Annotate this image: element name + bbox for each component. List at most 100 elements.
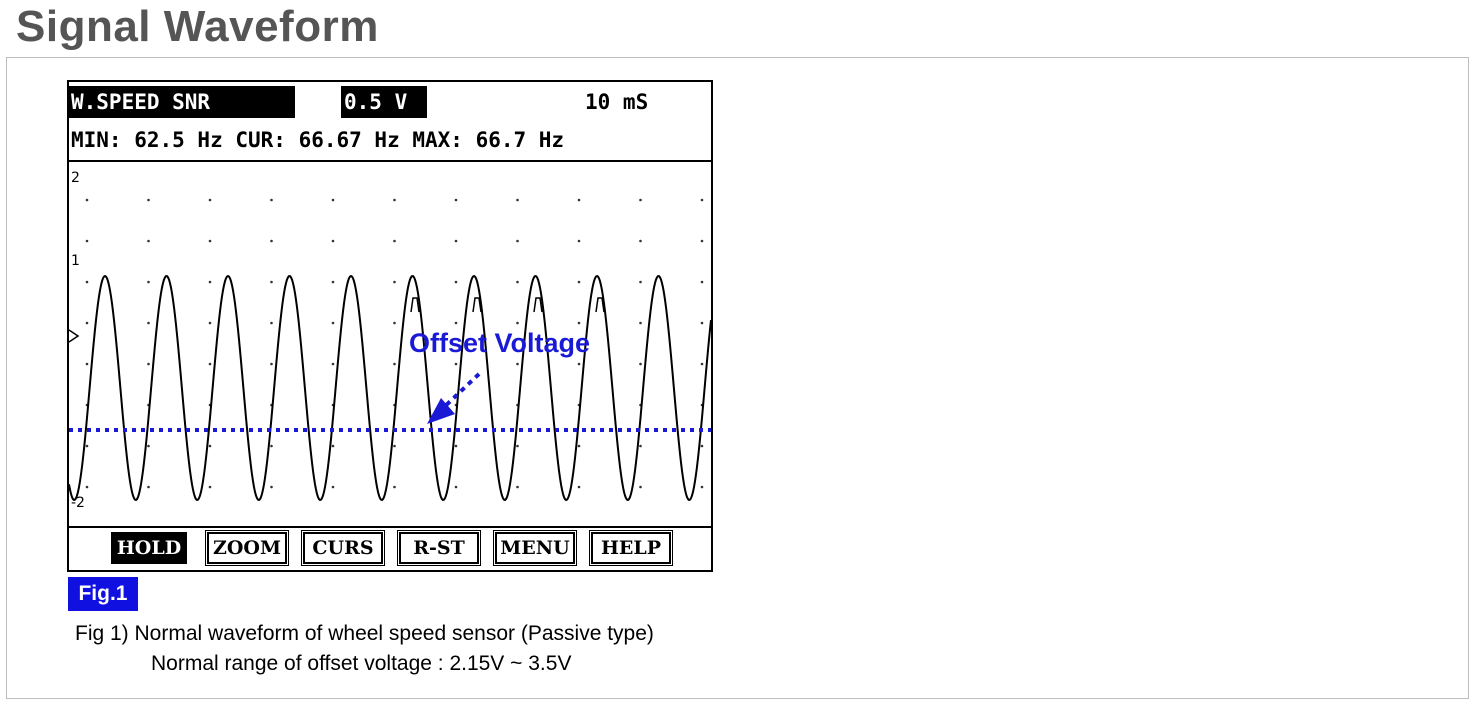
grid-dot (639, 321, 642, 325)
grid-dot (393, 198, 396, 202)
header-divider (69, 160, 711, 162)
grid-dot (393, 485, 396, 489)
grid-dot (85, 362, 89, 366)
grid-dot (639, 198, 642, 202)
y-tick-top: 2 (71, 170, 80, 186)
grid-dot (639, 280, 642, 284)
grid-dot (700, 362, 704, 366)
waveform-trace (69, 274, 711, 502)
grid-dot (85, 280, 89, 284)
trigger-marker (69, 329, 80, 343)
grid-dot (331, 362, 335, 366)
grid-dot (393, 321, 396, 325)
grid-dot (270, 198, 273, 202)
grid-dot (208, 321, 212, 325)
grid-dot (516, 485, 519, 489)
grid-dot (270, 321, 273, 325)
grid-dot (331, 444, 335, 448)
peak-mark (472, 297, 482, 313)
grid-dot (454, 362, 458, 366)
oscilloscope-screen: W.SPEED SNR 0.5 V 10 mS MIN: 62.5 Hz CUR… (67, 80, 713, 572)
grid-dot (577, 239, 581, 243)
grid-dot (393, 239, 396, 243)
grid-dot (577, 444, 581, 448)
grid-dot (454, 198, 458, 202)
grid-dot (516, 239, 519, 243)
grid-dot (270, 362, 273, 366)
grid-dot (208, 198, 212, 202)
grid-dot (516, 280, 519, 284)
grid-dot (270, 485, 273, 489)
grid-dot (331, 280, 335, 284)
menu-button[interactable]: MENU (493, 530, 577, 566)
grid-dot (516, 362, 519, 366)
grid-dot (639, 239, 642, 243)
grid-dot (639, 362, 642, 366)
y-tick-mid: 1 (71, 253, 80, 269)
grid-dot (454, 321, 458, 325)
help-button[interactable]: HELP (589, 530, 673, 566)
grid-dot (577, 198, 581, 202)
grid-dot (700, 444, 704, 448)
button-bar-divider (69, 526, 711, 528)
peak-marks (410, 297, 605, 313)
volts-per-div: 0.5 V (341, 86, 427, 118)
grid-dot (331, 485, 335, 489)
grid-dot (147, 485, 150, 489)
offset-arrow-shaft (439, 372, 481, 412)
grid-dot (700, 280, 704, 284)
grid-dot (208, 239, 212, 243)
grid-dot (577, 321, 581, 325)
grid-dot (577, 280, 581, 284)
grid-dot (147, 239, 150, 243)
grid-dot (700, 485, 704, 489)
peak-mark (410, 297, 420, 313)
grid-dot (700, 321, 704, 325)
grid-dot (331, 198, 335, 202)
grid-dot (454, 239, 458, 243)
grid-dot (85, 444, 89, 448)
grid-dot (516, 444, 519, 448)
grid-dot (147, 280, 150, 284)
softkey-bar: HOLD ZOOM CURS R-ST MENU HELP (69, 528, 711, 570)
frequency-stats: MIN: 62.5 Hz CUR: 66.67 Hz MAX: 66.7 Hz (71, 128, 565, 152)
reset-button[interactable]: R-ST (397, 530, 481, 566)
grid-dot (208, 485, 212, 489)
grid-dot (208, 362, 212, 366)
peak-mark (533, 297, 543, 313)
grid-dot (147, 198, 150, 202)
grid-dot (516, 321, 519, 325)
offset-voltage-annotation: Offset Voltage (409, 328, 590, 358)
grid-dot (700, 239, 704, 243)
grid-dot (147, 321, 150, 325)
caption-line-1: Fig 1) Normal waveform of wheel speed se… (75, 622, 654, 645)
grid-dot (270, 444, 273, 448)
grid-dot (700, 198, 704, 202)
grid-dot (147, 362, 150, 366)
grid-dot (454, 280, 458, 284)
waveform-plot: 2 1 -2 Offset Voltage (69, 170, 711, 511)
caption-line-2: Normal range of offset voltage : 2.15V ~… (151, 652, 572, 675)
grid-dot (577, 485, 581, 489)
grid-dot (454, 485, 458, 489)
hold-button[interactable]: HOLD (111, 532, 187, 564)
page-title: Signal Waveform (16, 2, 379, 51)
cursor-button[interactable]: CURS (301, 530, 385, 566)
grid-dot (85, 239, 89, 243)
channel-label: W.SPEED SNR (69, 86, 295, 118)
figure-label: Fig.1 (68, 577, 138, 611)
grid-dot (331, 239, 335, 243)
grid-dot (393, 444, 396, 448)
offset-arrow-head (427, 398, 455, 424)
grid-dot (208, 444, 212, 448)
grid-dot (639, 485, 642, 489)
grid-dot (639, 444, 642, 448)
grid-dot (577, 362, 581, 366)
grid-dot (331, 321, 335, 325)
grid-dot (147, 444, 150, 448)
grid-dot (85, 321, 89, 325)
grid-dot (270, 280, 273, 284)
grid-dot (208, 280, 212, 284)
zoom-button[interactable]: ZOOM (205, 530, 289, 566)
time-per-div: 10 mS (585, 90, 649, 114)
